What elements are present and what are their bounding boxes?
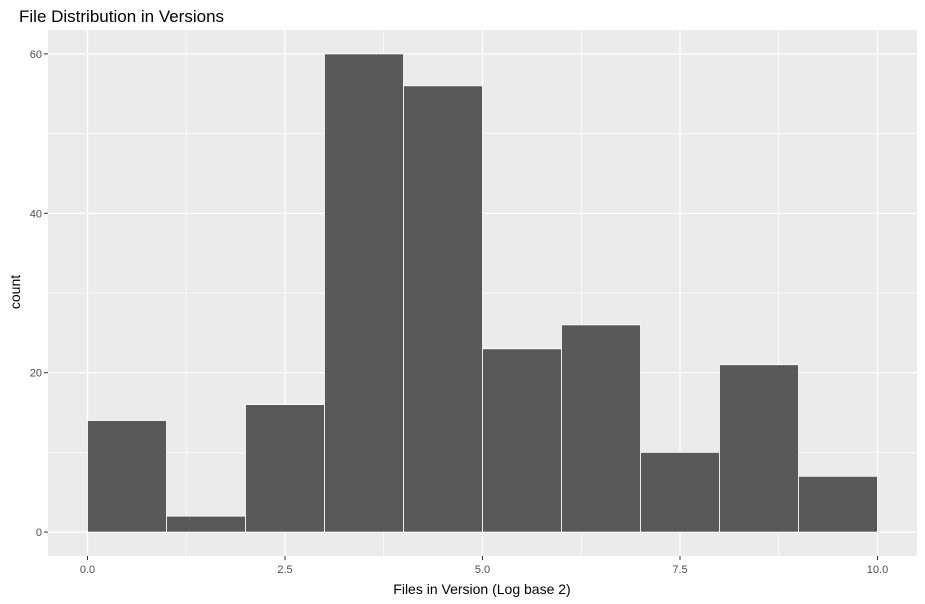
histogram-bar-7 [640, 451, 720, 533]
y-tick-label-0: 0 [36, 527, 42, 539]
histogram-bar-1 [166, 515, 246, 533]
chart-title: File Distribution in Versions [19, 7, 224, 26]
y-tick-label-1: 20 [30, 368, 42, 380]
x-tick-label-0: 0.0 [80, 564, 95, 576]
histogram-bar-6 [561, 324, 641, 533]
x-tick-label-1: 2.5 [277, 564, 292, 576]
x-tick-label-2: 5.0 [475, 564, 490, 576]
histogram-bars [87, 53, 878, 533]
y-tick-label-2: 40 [30, 208, 42, 220]
histogram-bar-0 [87, 420, 167, 533]
histogram-bar-2 [245, 404, 325, 533]
histogram-bar-8 [719, 364, 799, 533]
y-tick-label-3: 60 [30, 49, 42, 61]
histogram-bar-4 [403, 85, 483, 533]
x-tick-label-3: 7.5 [672, 564, 687, 576]
x-tick-label-4: 10.0 [867, 564, 888, 576]
histogram-bar-3 [324, 53, 404, 533]
histogram-bar-9 [798, 475, 878, 533]
histogram-bar-5 [482, 348, 562, 533]
x-axis-title: Files in Version (Log base 2) [393, 581, 570, 597]
y-axis-title: count [7, 275, 23, 309]
axes: 0.0 2.5 5.0 7.5 10.0 0 20 40 60 [30, 49, 888, 576]
